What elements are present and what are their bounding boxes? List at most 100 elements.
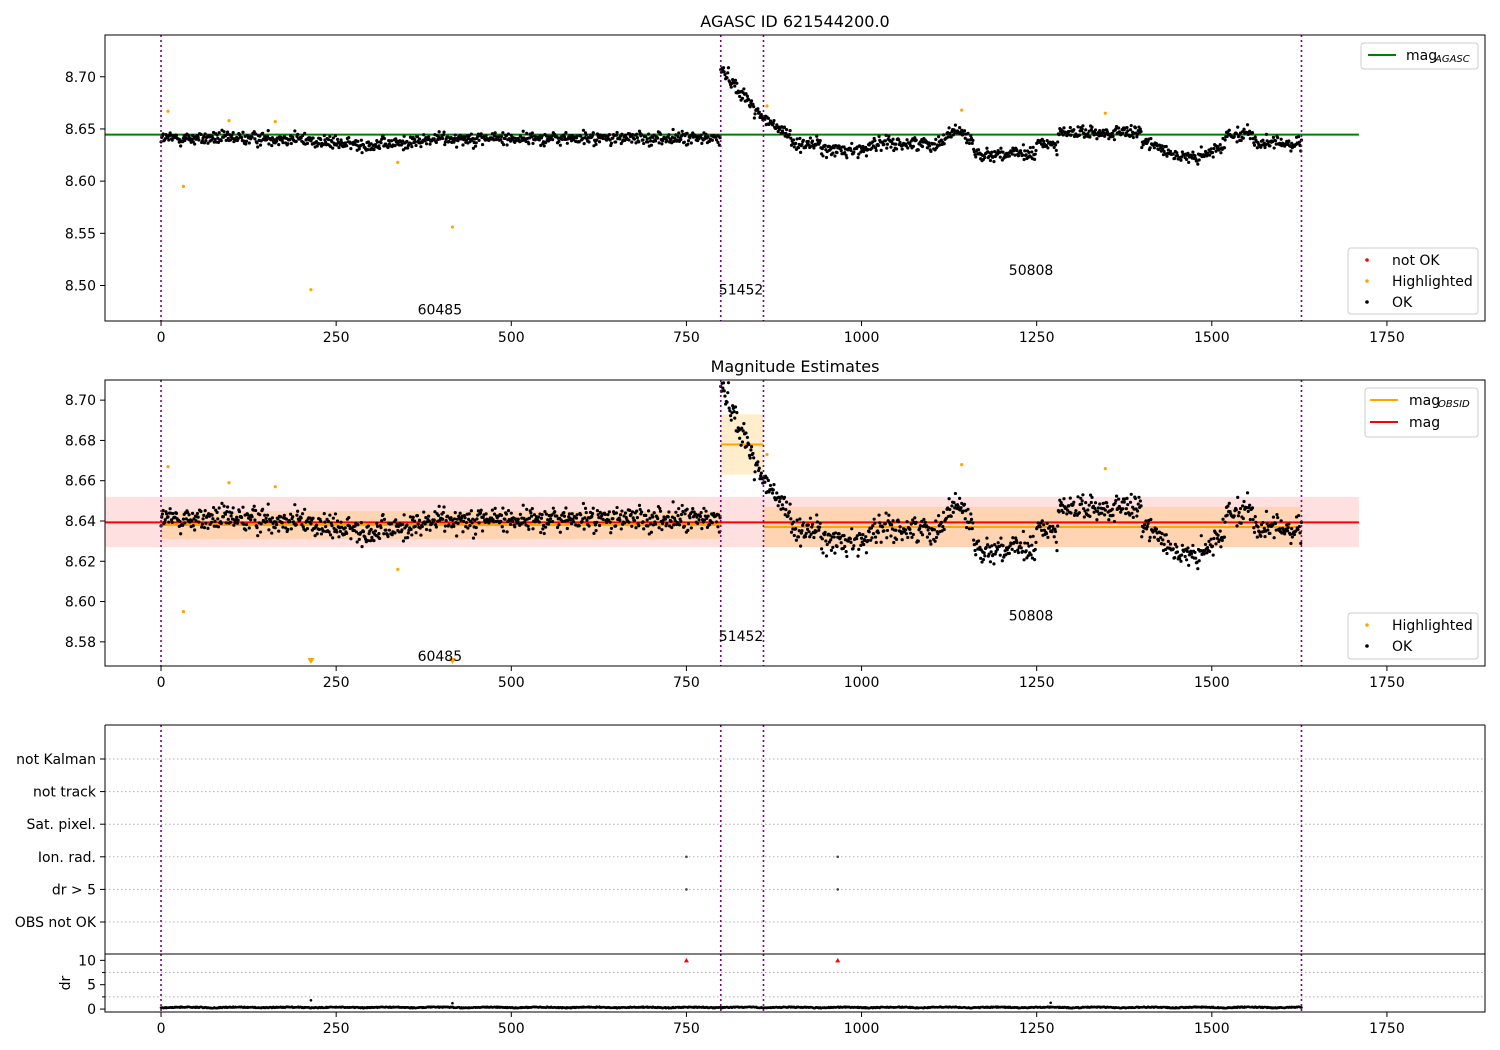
p1-ok-point xyxy=(406,146,410,150)
p2-ok-point xyxy=(1133,496,1138,501)
p2-ok-point xyxy=(1203,542,1208,547)
p1-ok-point xyxy=(326,137,331,142)
p2-ok-point xyxy=(577,524,581,528)
p2-ok-point xyxy=(735,411,739,415)
p2-ok-point xyxy=(1236,495,1240,499)
p2-ok-point xyxy=(934,535,939,540)
p2-ok-point xyxy=(443,524,448,528)
p1-ok-point xyxy=(1184,157,1189,162)
p2-ok-point xyxy=(377,531,381,536)
p2-ok-point xyxy=(1010,547,1014,551)
p2-ok-point xyxy=(1024,549,1028,553)
p2-ok-point xyxy=(766,478,770,483)
p2-ok-point xyxy=(740,440,745,444)
p2-ytick-label: 8.62 xyxy=(65,554,96,570)
p2-ok-point xyxy=(516,517,520,521)
p1-ok-point xyxy=(856,155,860,160)
p1-ok-point xyxy=(187,134,191,138)
p2-ok-point xyxy=(1208,549,1212,554)
p2-ok-point xyxy=(1124,507,1128,511)
p1-ok-point xyxy=(244,142,248,146)
p1-ok-point xyxy=(321,143,326,147)
p1-ok-point xyxy=(686,139,691,143)
p2-ok-point xyxy=(1205,545,1210,550)
p2-ok-point xyxy=(732,410,736,414)
p2-ok-point xyxy=(1018,541,1023,545)
p2-ok-point xyxy=(1273,521,1278,526)
p1-ok-point xyxy=(614,133,618,137)
p2-ok-point xyxy=(608,520,612,524)
p2-xtick-label: 750 xyxy=(673,675,700,691)
p1-legend-entry: not OK xyxy=(1392,253,1440,269)
p2-ok-point xyxy=(733,416,737,420)
p2-ok-point xyxy=(244,528,248,532)
p2-ok-point xyxy=(1173,556,1177,560)
p1-ok-point xyxy=(1121,131,1125,135)
p2-ok-point xyxy=(806,527,810,531)
p2-ok-point xyxy=(1184,558,1189,562)
p2-ok-point xyxy=(179,532,183,536)
p1-ok-point xyxy=(527,142,531,146)
p1-ok-point xyxy=(775,123,779,127)
p2-ok-point xyxy=(277,529,281,533)
p1-ok-point xyxy=(660,142,664,146)
p1-ok-point xyxy=(410,145,414,149)
p2-ok-point xyxy=(652,511,656,515)
p2-obsid-label: 51452 xyxy=(719,629,764,645)
p1-ok-point xyxy=(357,147,361,151)
p2-ok-point xyxy=(1138,499,1142,503)
p1-ok-point xyxy=(942,142,946,146)
p2-ok-point xyxy=(906,535,910,540)
p1-ok-point xyxy=(1095,137,1099,141)
p2-ok-point xyxy=(726,391,730,395)
p2-ok-point xyxy=(539,516,544,520)
p2-ok-point xyxy=(686,521,691,526)
p1-ok-point xyxy=(239,135,244,140)
p2-ok-point xyxy=(377,536,382,541)
p1-ok-point xyxy=(608,138,612,142)
p2-ok-point xyxy=(1196,567,1200,571)
p1-ok-point xyxy=(1105,130,1110,134)
p2-ok-point xyxy=(1016,550,1021,555)
p1-ok-point xyxy=(531,141,535,146)
p2-ok-point xyxy=(628,508,632,512)
p2-ok-point xyxy=(422,510,426,514)
p1-ok-point xyxy=(231,130,235,135)
p2-ok-point xyxy=(757,466,761,470)
p2-ok-point xyxy=(539,530,543,535)
p2-ok-point xyxy=(607,510,611,514)
p1-ok-point xyxy=(490,132,494,136)
p2-ok-point xyxy=(202,513,206,518)
p1-ok-point xyxy=(1013,153,1017,157)
p1-ok-point xyxy=(303,131,307,135)
p1-ok-point xyxy=(1187,160,1191,164)
p2-ok-point xyxy=(572,520,576,524)
p2-ok-point xyxy=(466,526,470,530)
p2-ok-point xyxy=(1105,504,1110,509)
p2-ok-point xyxy=(880,525,885,529)
p1-ok-point xyxy=(291,135,295,139)
p2-ok-point xyxy=(178,519,182,524)
p2-ok-point xyxy=(503,517,507,521)
p1-ok-point xyxy=(331,146,335,150)
p1-ok-point xyxy=(1028,145,1032,150)
p1-ok-point xyxy=(1191,150,1195,154)
p1-ok-point xyxy=(706,135,710,139)
p2-ok-point xyxy=(558,530,562,534)
p2-ok-point xyxy=(591,506,595,510)
p2-ok-point xyxy=(1234,508,1238,512)
p1-ok-point xyxy=(1093,128,1098,132)
p1-ok-point xyxy=(649,139,653,143)
p2-ok-point xyxy=(258,513,262,517)
p2-ok-point xyxy=(551,519,555,524)
p2-ok-point xyxy=(338,529,342,534)
p2-ok-point xyxy=(314,523,319,527)
p1-ok-point xyxy=(925,146,929,150)
p1-ok-point xyxy=(1131,135,1135,140)
p1-ok-point xyxy=(642,141,646,146)
p4-xtick-label: 1250 xyxy=(1019,1021,1055,1037)
p3-flag-label: Sat. pixel. xyxy=(27,817,96,833)
p1-ok-point xyxy=(564,131,568,135)
p2-ok-point xyxy=(190,511,195,515)
p2-ok-point xyxy=(1087,503,1091,507)
